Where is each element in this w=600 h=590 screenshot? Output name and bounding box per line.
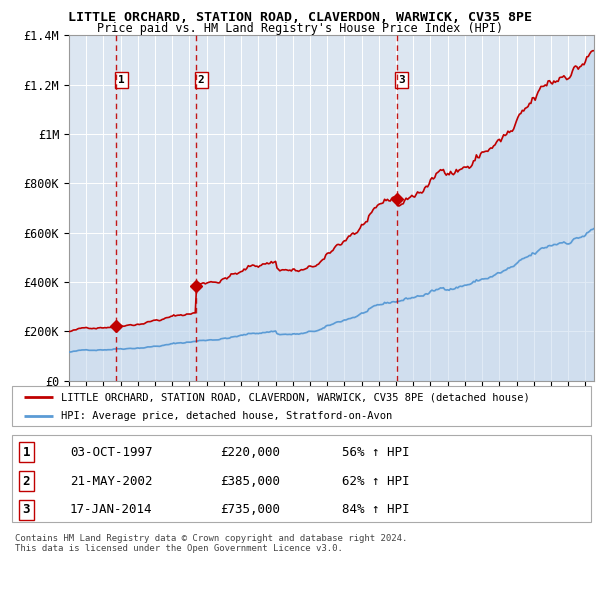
Text: HPI: Average price, detached house, Stratford-on-Avon: HPI: Average price, detached house, Stra… — [61, 411, 392, 421]
Text: 3: 3 — [23, 503, 30, 516]
Text: £735,000: £735,000 — [220, 503, 280, 516]
Text: LITTLE ORCHARD, STATION ROAD, CLAVERDON, WARWICK, CV35 8PE (detached house): LITTLE ORCHARD, STATION ROAD, CLAVERDON,… — [61, 392, 530, 402]
Text: 56% ↑ HPI: 56% ↑ HPI — [342, 446, 410, 459]
Text: £220,000: £220,000 — [220, 446, 280, 459]
Text: Contains HM Land Registry data © Crown copyright and database right 2024.
This d: Contains HM Land Registry data © Crown c… — [15, 534, 407, 553]
Text: 2: 2 — [23, 474, 30, 487]
Text: 1: 1 — [23, 446, 30, 459]
Text: 84% ↑ HPI: 84% ↑ HPI — [342, 503, 410, 516]
Text: 2: 2 — [198, 75, 205, 85]
Text: 3: 3 — [398, 75, 405, 85]
Text: 1: 1 — [118, 75, 125, 85]
Text: £385,000: £385,000 — [220, 474, 280, 487]
Text: Price paid vs. HM Land Registry's House Price Index (HPI): Price paid vs. HM Land Registry's House … — [97, 22, 503, 35]
Text: 17-JAN-2014: 17-JAN-2014 — [70, 503, 152, 516]
Text: LITTLE ORCHARD, STATION ROAD, CLAVERDON, WARWICK, CV35 8PE: LITTLE ORCHARD, STATION ROAD, CLAVERDON,… — [68, 11, 532, 24]
Text: 03-OCT-1997: 03-OCT-1997 — [70, 446, 152, 459]
Text: 21-MAY-2002: 21-MAY-2002 — [70, 474, 152, 487]
Text: 62% ↑ HPI: 62% ↑ HPI — [342, 474, 410, 487]
